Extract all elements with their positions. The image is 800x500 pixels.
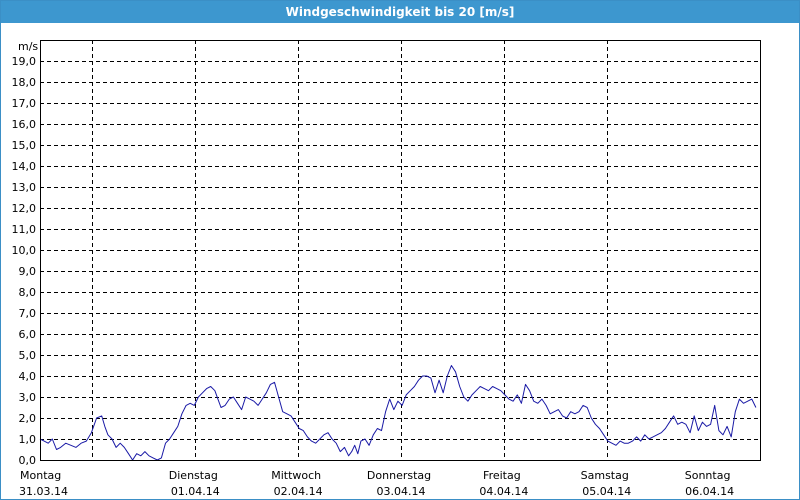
x-tick-date-label: 31.03.14: [19, 485, 68, 498]
y-tick-label: 16,0: [12, 118, 37, 131]
x-tick-date-label: 02.04.14: [274, 485, 323, 498]
y-axis-label: m/s: [18, 40, 38, 53]
grid-lines: [40, 40, 760, 460]
y-tick-label: 2,0: [19, 412, 37, 425]
y-tick-label: 12,0: [12, 202, 37, 215]
y-tick-label: 1,0: [19, 433, 37, 446]
y-tick-label: 5,0: [19, 349, 37, 362]
plot-frame: [40, 40, 761, 461]
x-tick-date-label: 05.04.14: [582, 485, 631, 498]
y-tick-label: 11,0: [12, 223, 37, 236]
y-tick-label: 3,0: [19, 391, 37, 404]
axis-labels: 0,0 1,0 2,0 3,0 4,0 5,0 6,0 7,0 8,0 9,0 10,0 11,0 12…: [12, 40, 735, 498]
wind-speed-series-line: [39, 365, 757, 461]
y-tick-label: 4,0: [19, 370, 37, 383]
x-tick-day-label: Freitag: [483, 469, 521, 482]
x-tick-day-label: Dienstag: [169, 469, 218, 482]
y-tick-label: 9,0: [19, 265, 37, 278]
x-tick-day-label: Donnerstag: [367, 469, 431, 482]
chart-title: Windgeschwindigkeit bis 20 [m/s]: [1, 1, 799, 23]
y-tick-label: 0,0: [19, 454, 37, 467]
x-tick-day-label: Sonntag: [685, 469, 731, 482]
series-layer: [39, 365, 757, 461]
y-tick-label: 17,0: [12, 97, 37, 110]
x-tick-day-label: Samstag: [581, 469, 629, 482]
y-tick-label: 6,0: [19, 328, 37, 341]
x-tick-day-label: Mittwoch: [271, 469, 321, 482]
x-tick-date-label: 06.04.14: [685, 485, 734, 498]
x-tick-date-label: 03.04.14: [377, 485, 426, 498]
x-tick-day-label: Montag: [20, 469, 61, 482]
y-tick-label: 14,0: [12, 160, 37, 173]
y-tick-label: 15,0: [12, 139, 37, 152]
axes: [40, 40, 761, 461]
y-tick-label: 8,0: [19, 286, 37, 299]
y-tick-label: 10,0: [12, 244, 37, 257]
x-tick-date-label: 04.04.14: [479, 485, 528, 498]
y-tick-label: 19,0: [12, 55, 37, 68]
y-tick-label: 7,0: [19, 307, 37, 320]
y-tick-label: 18,0: [12, 76, 37, 89]
y-tick-label: 13,0: [12, 181, 37, 194]
x-tick-date-label: 01.04.14: [171, 485, 220, 498]
